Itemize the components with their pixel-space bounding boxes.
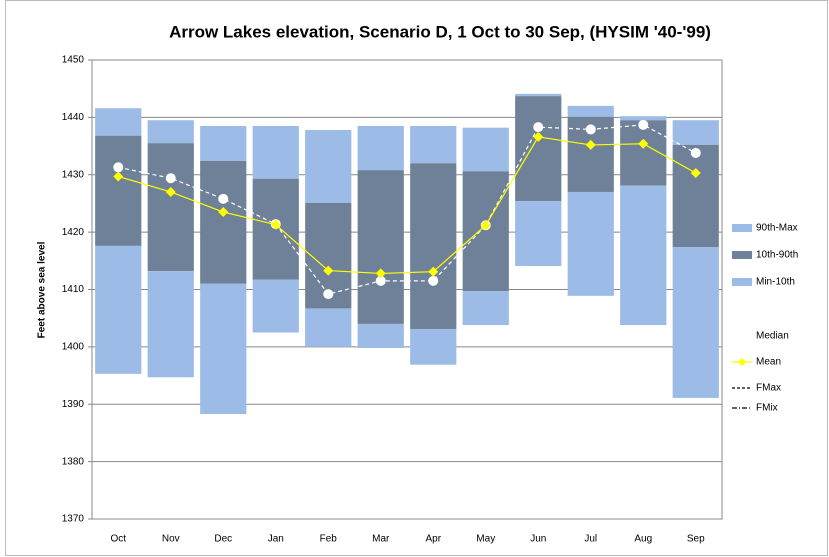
x-tick-label: Mar xyxy=(372,534,390,545)
bar-segment xyxy=(515,93,562,97)
median-point xyxy=(638,119,649,130)
y-tick-label: 1390 xyxy=(62,399,85,410)
x-tick-label: Aug xyxy=(634,534,652,545)
series-line xyxy=(118,124,697,295)
bar-segment xyxy=(462,291,509,326)
mean-point xyxy=(375,268,386,279)
mean-point xyxy=(113,171,124,182)
mean-point xyxy=(323,265,334,276)
bar-segment xyxy=(620,116,667,121)
mean-point xyxy=(690,168,701,179)
bar-segment xyxy=(95,245,142,374)
legend-label: 90th-Max xyxy=(756,223,798,234)
bar-segment xyxy=(200,283,247,415)
x-tick-label: Jun xyxy=(530,534,546,545)
y-tick-label: 1380 xyxy=(62,456,85,467)
legend-label: Median xyxy=(756,331,789,342)
bar-segment xyxy=(147,271,194,378)
bar-segment xyxy=(672,247,719,398)
bar-segment xyxy=(357,323,404,349)
bar-segment xyxy=(410,163,457,330)
mean-point xyxy=(270,219,281,230)
y-tick-label: 1420 xyxy=(62,227,85,238)
bar-segment xyxy=(147,143,194,272)
bar-segment xyxy=(357,170,404,324)
legend-label: FMix xyxy=(756,403,778,414)
median-point xyxy=(375,275,386,286)
y-tick-label: 1440 xyxy=(62,112,85,123)
bar-segment xyxy=(95,135,142,246)
x-tick-label: Jan xyxy=(268,534,284,545)
median-point xyxy=(113,162,124,173)
mean-point xyxy=(585,139,596,150)
mean-point xyxy=(480,220,491,231)
x-tick-label: Nov xyxy=(162,534,180,545)
mean-point xyxy=(428,266,439,277)
bar-segment xyxy=(620,185,667,326)
bar-segment xyxy=(305,308,352,347)
median-point xyxy=(690,147,701,158)
bar-segment xyxy=(462,171,509,292)
bar-segment xyxy=(515,96,562,202)
median-point xyxy=(585,124,596,135)
y-tick-label: 1430 xyxy=(62,169,85,180)
series-line xyxy=(118,136,697,275)
mean-point xyxy=(165,186,176,197)
bar-segment xyxy=(410,125,457,164)
y-tick-label: 1410 xyxy=(62,284,85,295)
x-tick-label: Oct xyxy=(110,534,126,545)
median-point xyxy=(218,193,229,204)
median-point xyxy=(533,122,544,133)
x-tick-label: Dec xyxy=(214,534,232,545)
y-tick-label: 1400 xyxy=(62,342,85,353)
legend-swatch xyxy=(732,224,752,232)
legend-swatch xyxy=(732,278,752,286)
bar-segment xyxy=(515,201,562,266)
x-tick-label: Apr xyxy=(425,534,441,545)
bar-segment xyxy=(462,127,509,172)
bar-segment xyxy=(672,144,719,248)
legend-label: Mean xyxy=(756,357,781,368)
x-tick-label: Sep xyxy=(687,534,705,545)
bar-segment xyxy=(357,125,404,171)
legend-marker xyxy=(738,332,746,340)
bar-segment xyxy=(567,105,614,117)
bar-segment xyxy=(95,108,142,136)
legend-swatch xyxy=(732,251,752,259)
bar-segment xyxy=(305,129,352,203)
legend-marker xyxy=(738,358,746,366)
bar-segment xyxy=(672,120,719,145)
x-tick-label: Feb xyxy=(320,534,338,545)
mean-point xyxy=(533,131,544,142)
mean-point xyxy=(638,138,649,149)
legend-label: Min-10th xyxy=(756,277,795,288)
y-axis-label: Feet above sea level xyxy=(37,241,48,338)
bar-segment xyxy=(200,160,247,284)
median-point xyxy=(323,289,334,300)
bar-segment xyxy=(567,191,614,296)
bar-segment xyxy=(200,125,247,161)
bar-segment xyxy=(252,125,299,179)
median-point xyxy=(428,275,439,286)
x-tick-label: Jul xyxy=(584,534,597,545)
bar-segment xyxy=(410,329,457,365)
legend-label: FMax xyxy=(756,383,781,394)
median-point xyxy=(165,173,176,184)
y-tick-label: 1370 xyxy=(62,514,85,525)
chart-title: Arrow Lakes elevation, Scenario D, 1 Oct… xyxy=(169,22,711,41)
mean-point xyxy=(218,207,229,218)
bar-segment xyxy=(252,279,299,333)
x-tick-label: May xyxy=(476,534,495,545)
legend-label: 10th-90th xyxy=(756,250,798,261)
y-tick-label: 1450 xyxy=(62,55,85,66)
bar-segment xyxy=(147,120,194,144)
